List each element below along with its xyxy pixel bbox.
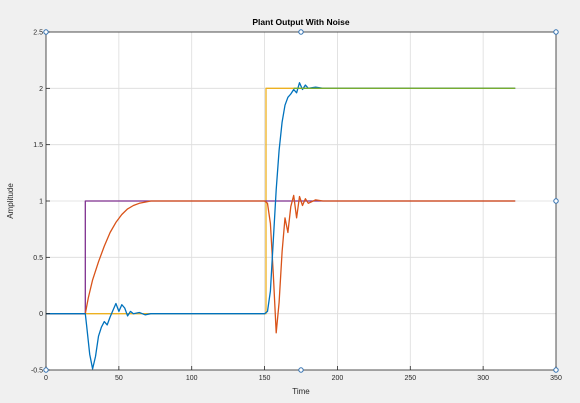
y-axis-label: Amplitude: [6, 183, 15, 219]
series-layer: [46, 82, 516, 370]
x-axis-label: Time: [292, 387, 310, 396]
x-tick-label: 200: [332, 375, 344, 382]
resize-handle[interactable]: [43, 29, 49, 35]
y-tick-label: 2: [39, 86, 43, 93]
x-tick-label: 100: [186, 375, 198, 382]
resize-handles: [43, 29, 559, 373]
y-tick-label: 1.5: [33, 142, 43, 149]
x-tick-label: 150: [259, 375, 271, 382]
resize-handle[interactable]: [298, 29, 304, 35]
y-tick-label: 2.5: [33, 30, 43, 37]
x-tick-label: 350: [550, 375, 562, 382]
y-tick-label: 0: [39, 311, 43, 318]
resize-handle[interactable]: [553, 29, 559, 35]
resize-handle[interactable]: [553, 198, 559, 204]
y-tick-label: 0.5: [33, 255, 43, 262]
chart-title: Plant Output With Noise: [252, 17, 349, 27]
x-tick-label: 0: [44, 375, 48, 382]
x-tick-label: 50: [115, 375, 123, 382]
resize-handle[interactable]: [298, 367, 304, 373]
series-line-3: [46, 194, 516, 334]
x-tick-label: 250: [404, 375, 416, 382]
y-tick-label: -0.5: [31, 368, 43, 375]
y-tick-label: 1: [39, 199, 43, 206]
series-line-4: [46, 82, 516, 370]
resize-handle[interactable]: [43, 367, 49, 373]
ticks: 0 50 100 150 200 250 300 350-0.500.511.522.5: [31, 30, 562, 383]
x-tick-label: 300: [477, 375, 489, 382]
resize-handle[interactable]: [553, 367, 559, 373]
